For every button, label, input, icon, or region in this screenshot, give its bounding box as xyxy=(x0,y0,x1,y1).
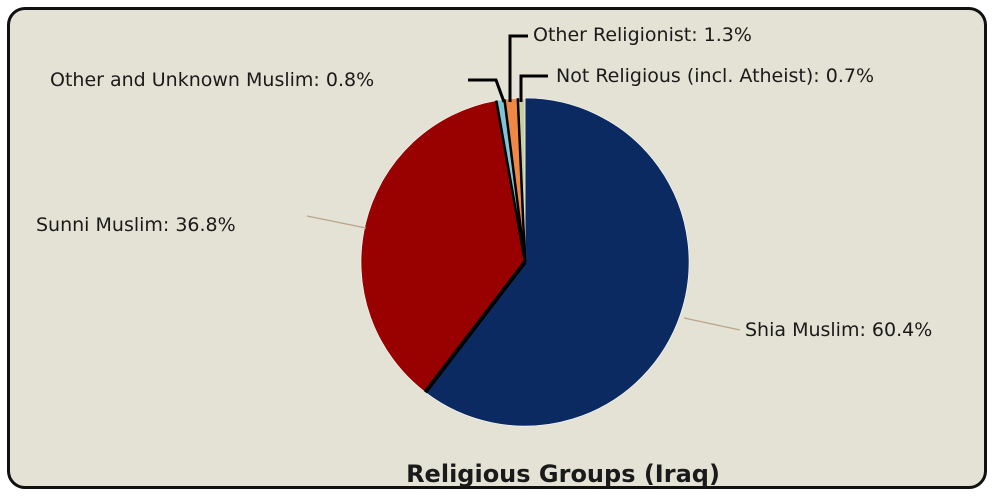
slice-label-5: Not Religious (incl. Atheist): 0.7% xyxy=(556,65,874,87)
slice-separator-1 xyxy=(423,260,527,394)
pie-slice-1 xyxy=(424,97,690,427)
slice-separator-3 xyxy=(503,99,527,263)
leader-line-1 xyxy=(683,317,741,331)
leader-line-2 xyxy=(306,215,367,229)
slice-label-4: Other Religionist: 1.3% xyxy=(533,24,752,46)
slice-label-3: Other and Unknown Muslim: 0.8% xyxy=(50,69,374,91)
chart-title: Religious Groups (Iraq) xyxy=(406,460,720,488)
leader-line-5 xyxy=(519,74,548,102)
slice-separator-4 xyxy=(516,98,527,263)
leader-line-3 xyxy=(468,78,506,103)
leader-line-4 xyxy=(508,34,528,102)
slice-label-1: Shia Muslim: 60.4% xyxy=(745,319,932,341)
slice-separator-2 xyxy=(495,100,527,263)
slice-label-2: Sunni Muslim: 36.8% xyxy=(36,214,236,236)
pie-slice-2 xyxy=(360,100,526,393)
